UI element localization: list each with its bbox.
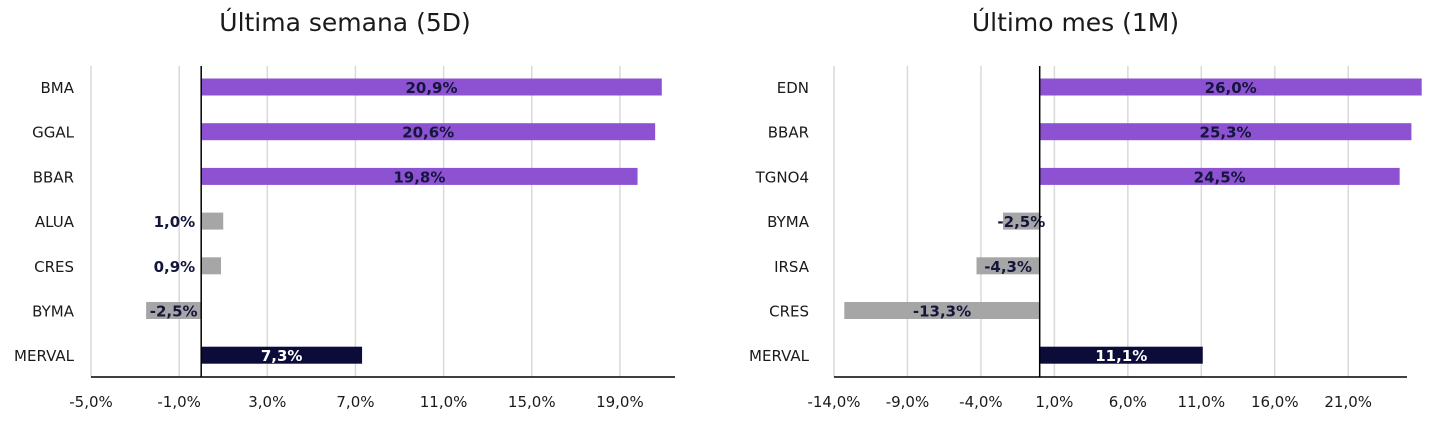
value-label: -2,5%: [150, 303, 198, 321]
category-label: IRSA: [774, 258, 810, 276]
bar-cres: [201, 257, 222, 275]
bar-irsa: [976, 257, 1040, 275]
chart-title: Último mes (1M): [971, 8, 1180, 37]
category-label: MERVAL: [14, 347, 75, 365]
chart-title: Última semana (5D): [219, 8, 471, 37]
category-label: BBAR: [33, 168, 74, 186]
category-label: BYMA: [767, 213, 810, 231]
value-label: 20,9%: [405, 79, 457, 97]
value-label: 11,1%: [1095, 347, 1147, 365]
value-label: 24,5%: [1194, 168, 1246, 186]
bar-ggal: [201, 123, 656, 141]
x-tick-label: 15,0%: [508, 393, 556, 411]
value-label: -13,3%: [913, 303, 971, 321]
x-tick-label: -4,0%: [959, 393, 1003, 411]
value-label: 7,3%: [261, 347, 303, 365]
monthly-bar-chart-svg: EDN 26,0% BBAR 25,3% TGNO4 24,5% BYMA -2,5% IRSA…: [749, 66, 1422, 411]
weekly-performance-chart: Última semana (5D) BMA 20,9% GGAL 20,6% BBAR…: [0, 0, 690, 430]
x-tick-label: 11,0%: [420, 393, 468, 411]
value-label: -4,3%: [984, 258, 1032, 276]
bar-alua: [201, 212, 224, 230]
value-label: 0,9%: [154, 258, 196, 276]
value-label: 1,0%: [154, 213, 196, 231]
bar-tgno4: [1039, 167, 1400, 185]
bar-byma: [1002, 212, 1040, 230]
bar-byma: [146, 302, 202, 319]
category-label: TGNO4: [755, 168, 809, 186]
category-label: CRES: [769, 303, 809, 321]
value-label: 19,8%: [393, 168, 445, 186]
bar-bbar: [1039, 123, 1412, 141]
x-tick-label: 11,0%: [1177, 393, 1225, 411]
x-tick-label: 19,0%: [596, 393, 644, 411]
category-label: BBAR: [768, 124, 809, 142]
value-label: -2,5%: [997, 213, 1045, 231]
bar-bma: [201, 78, 662, 96]
x-tick-label: 3,0%: [248, 393, 286, 411]
bar-edn: [1039, 78, 1422, 96]
x-tick-label: -14,0%: [807, 393, 860, 411]
category-label: ALUA: [35, 213, 75, 231]
x-tick-label: -9,0%: [886, 393, 930, 411]
x-tick-label: 21,0%: [1324, 393, 1372, 411]
category-label: GGAL: [32, 124, 75, 142]
x-tick-label: 1,0%: [1035, 393, 1073, 411]
value-label: 20,6%: [402, 124, 454, 142]
bar-merval: [201, 346, 363, 364]
category-label: BYMA: [32, 303, 75, 321]
x-tick-label: -5,0%: [69, 393, 113, 411]
x-tick-label: 16,0%: [1251, 393, 1299, 411]
weekly-bar-chart-svg: BMA 20,9% GGAL 20,6% BBAR 19,8% ALUA 1,0% CRES 0,…: [14, 66, 675, 411]
bar-cres: [844, 302, 1040, 319]
bar-merval: [1039, 346, 1203, 364]
bar-bbar: [201, 167, 638, 185]
x-tick-label: -1,0%: [157, 393, 201, 411]
value-label: 26,0%: [1205, 79, 1257, 97]
category-label: MERVAL: [749, 347, 810, 365]
category-label: EDN: [777, 79, 809, 97]
x-tick-label: 6,0%: [1109, 393, 1147, 411]
category-label: CRES: [34, 258, 74, 276]
x-tick-label: 7,0%: [336, 393, 374, 411]
monthly-performance-chart: Último mes (1M) EDN 26,0% BBAR 25,3% TGNO4 24…: [717, 0, 1434, 430]
category-label: BMA: [41, 79, 75, 97]
value-label: 25,3%: [1200, 124, 1252, 142]
